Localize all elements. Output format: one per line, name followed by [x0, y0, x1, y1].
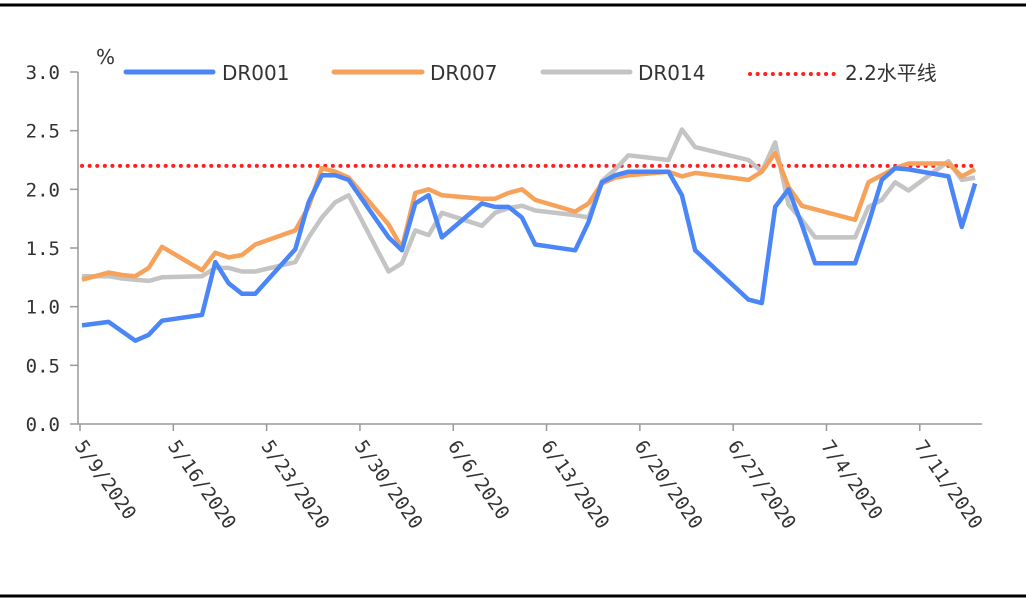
x-tick-label: 6/20/2020: [630, 436, 707, 533]
x-tick-label: 7/4/2020: [816, 436, 887, 524]
y-tick-label: 2.0: [26, 179, 60, 201]
y-unit-label: %: [96, 45, 115, 69]
x-tick-label: 6/27/2020: [723, 436, 800, 533]
legend-label-dr007: DR007: [430, 61, 497, 85]
legend-label-dr001: DR001: [222, 61, 289, 85]
y-tick-label: 1.5: [26, 238, 60, 260]
series-line-dr001: [81, 165, 978, 343]
legend-label-dr014: DR014: [638, 61, 705, 85]
series-line-dr014: [82, 127, 976, 284]
x-tick-label: 5/16/2020: [163, 436, 240, 533]
legend-label-reference: 2.2水平线: [845, 61, 937, 85]
x-tick-label: 6/13/2020: [536, 436, 613, 533]
x-tick-label: 5/30/2020: [350, 436, 427, 533]
y-tick-label: 3.0: [26, 62, 60, 84]
x-tick-label: 5/9/2020: [70, 436, 141, 524]
y-tick-label: 1.0: [26, 297, 60, 319]
x-tick-label: 6/6/2020: [443, 436, 514, 524]
legend: DR001 DR007 DR014 2.2水平线: [123, 61, 937, 85]
x-tick-label: 7/11/2020: [910, 436, 987, 533]
y-tick-label: 0.0: [26, 414, 60, 436]
series-line-dr007: [81, 150, 977, 282]
y-tick-label: 0.5: [26, 355, 60, 377]
x-tick-label: 5/23/2020: [257, 436, 334, 533]
y-tick-label: 2.5: [26, 121, 60, 143]
